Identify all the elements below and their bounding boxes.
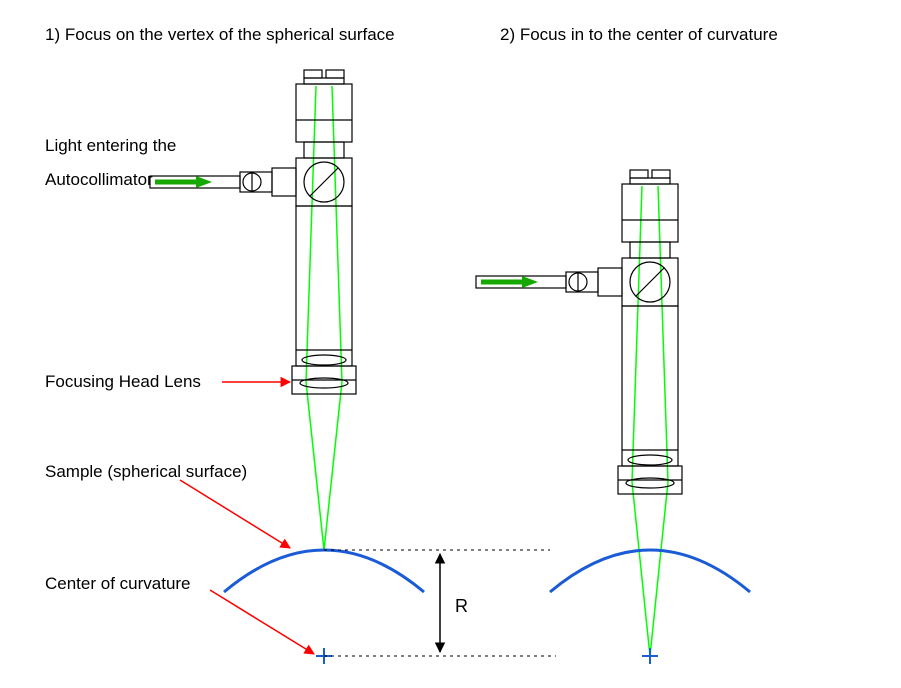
label-radius: R xyxy=(455,596,468,617)
label-light-entering-2: Autocollimator xyxy=(45,170,153,190)
title-right: 2) Focus in to the center of curvature xyxy=(500,25,778,45)
label-focusing-head-lens: Focusing Head Lens xyxy=(45,372,201,392)
label-center-of-curvature: Center of curvature xyxy=(45,574,191,594)
label-light-entering-1: Light entering the xyxy=(45,136,176,156)
label-sample: Sample (spherical surface) xyxy=(45,462,247,482)
title-left: 1) Focus on the vertex of the spherical … xyxy=(45,25,395,45)
